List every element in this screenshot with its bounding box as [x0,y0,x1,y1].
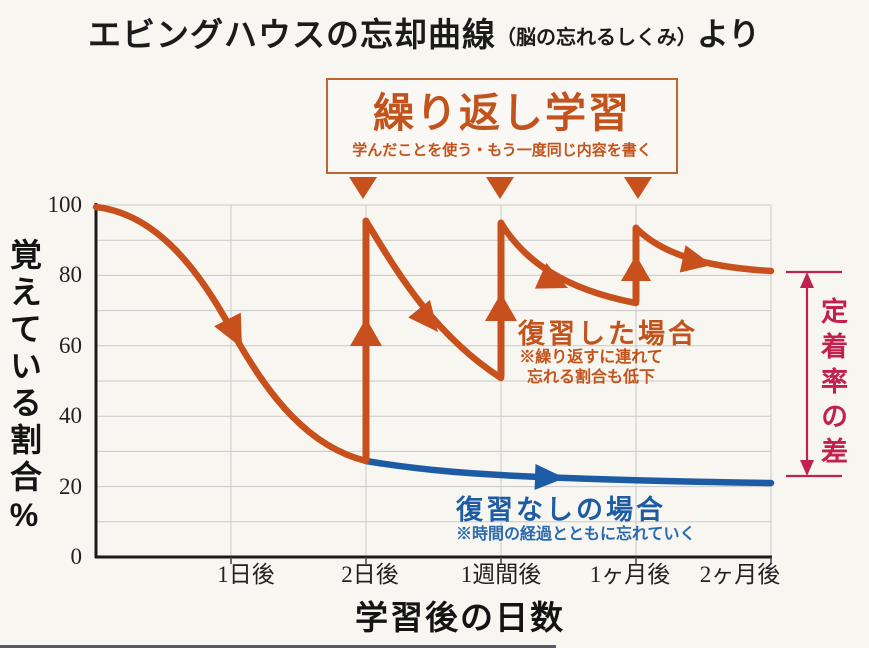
decay-arrowhead-icon [679,245,712,273]
y-tick-60: 60 [59,333,82,358]
y-tick-20: 20 [59,474,82,499]
up-arrowhead-icon [800,272,814,288]
legend-reviewed-note-line1: ※繰り返すに連れて [519,349,663,366]
down-triangle-icon [624,177,652,199]
repeat-learning-title: 繰り返し学習 [373,89,631,136]
title-main: エビングハウスの忘却曲線 [88,16,496,53]
no-review-curve [362,457,775,490]
reviewed-curve-arrowheads [214,245,712,348]
legend-reviewed-note: ※繰り返すに連れて 忘れる割合も低下 [496,348,686,388]
page-title: エビングハウスの忘却曲線 （脳の忘れるしくみ） より [88,8,760,56]
axes-lines [94,203,772,559]
legend-no-review-note: ※時間の経過とともに忘れていく [456,526,696,543]
repeat-learning-subtitle: 学んだことを使う・もう一度同じ内容を書く [352,142,652,160]
repeat-learning-box: 繰り返し学習 学んだことを使う・もう一度同じ内容を書く [326,78,678,174]
review-marker-triangles [349,177,652,199]
legend-no-review: 復習なしの場合 [456,495,666,525]
x-tick-1day: 1日後 [217,562,275,587]
y-tick-0: 0 [70,544,83,569]
x-tick-2months: 2ヶ月後 [699,562,781,587]
retention-gap-label: 定着率の差 [817,297,847,472]
x-tick-1week: 1週間後 [460,562,542,587]
down-triangle-icon [486,177,514,199]
legend-reviewed-note-line2: 忘れる割合も低下 [526,369,655,386]
decay-segment-2 [362,217,505,382]
x-tick-2days: 2日後 [341,562,399,587]
jump-arrowhead-icon [485,293,517,321]
decay-arrowhead-icon [408,299,438,332]
y-axis-title: 覚えている割合% [6,238,42,538]
jump-arrowhead-icon [621,255,651,281]
down-arrowhead-icon [800,460,814,476]
no-review-arrowhead-icon [534,463,565,490]
down-triangle-icon [349,177,377,199]
title-suffix: より [696,16,761,52]
y-tick-100: 100 [47,192,83,217]
title-paren: （脳の忘れるしくみ） [496,27,697,49]
y-tick-80: 80 [59,262,82,287]
decay-segment-3 [497,219,640,307]
x-tick-1month: 1ヶ月後 [589,562,671,587]
decay-arrowhead-icon [534,263,568,289]
retention-gap-arrow [786,270,842,478]
scan-edge-artifact [0,645,556,648]
x-axis-title: 学習後の日数 [355,599,565,636]
jump-arrowhead-icon [350,318,382,346]
x-tick-marks [230,557,772,564]
legend-reviewed: 復習した場合 [518,319,698,349]
y-tick-40: 40 [59,403,82,428]
decay-arrowhead-icon [214,312,242,348]
